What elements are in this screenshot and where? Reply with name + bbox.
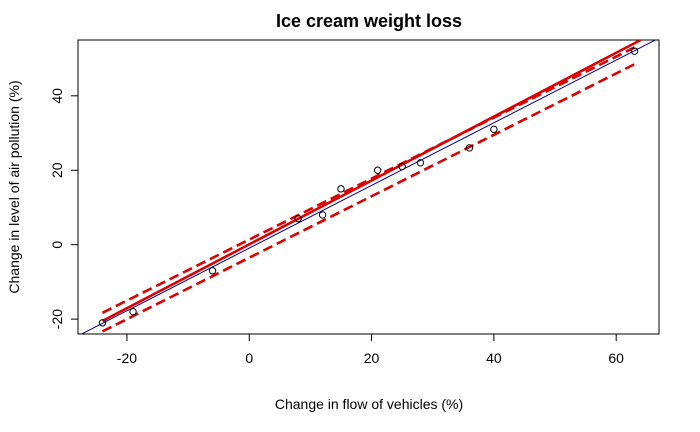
data-point-7 [398,162,406,171]
data-point-11 [630,47,639,55]
plot-frame [77,39,660,335]
x-tick-label-4: 60 [608,350,624,366]
y-axis: -20 0 20 40 [49,88,78,329]
y-tick-label-3: 40 [49,88,65,104]
fit-lines [80,40,657,334]
fit-line-0 [80,40,657,334]
x-tick-label-3: 40 [486,350,502,366]
x-tick-label-0: -20 [117,350,137,366]
data-point-5 [337,185,345,193]
chart-title: Ice cream weight loss [276,11,462,31]
data-point-6 [373,166,382,174]
confidence-line-2 [101,46,636,314]
data-point-0 [98,319,107,327]
data-point-10 [490,125,498,134]
data-point-8 [416,159,425,167]
data-point-2 [208,267,217,275]
confidence-line-3 [101,63,636,333]
x-axis: -20 0 20 40 60 [117,334,624,366]
y-tick-label-1: 0 [49,241,65,249]
y-tick-label-0: -20 [49,309,65,329]
fit-line-1 [101,40,642,323]
y-tick-label-2: 20 [49,162,65,178]
data-point-3 [294,214,302,223]
x-tick-label-1: 0 [245,350,253,366]
data-point-4 [318,211,327,219]
data-point-9 [465,144,474,152]
x-axis-label: Change in flow of vehicles (%) [275,396,463,412]
x-tick-label-2: 20 [364,350,380,366]
data-points [98,47,639,327]
y-axis-label: Change in level of air pollution (%) [6,80,22,293]
data-point-1 [129,307,137,316]
